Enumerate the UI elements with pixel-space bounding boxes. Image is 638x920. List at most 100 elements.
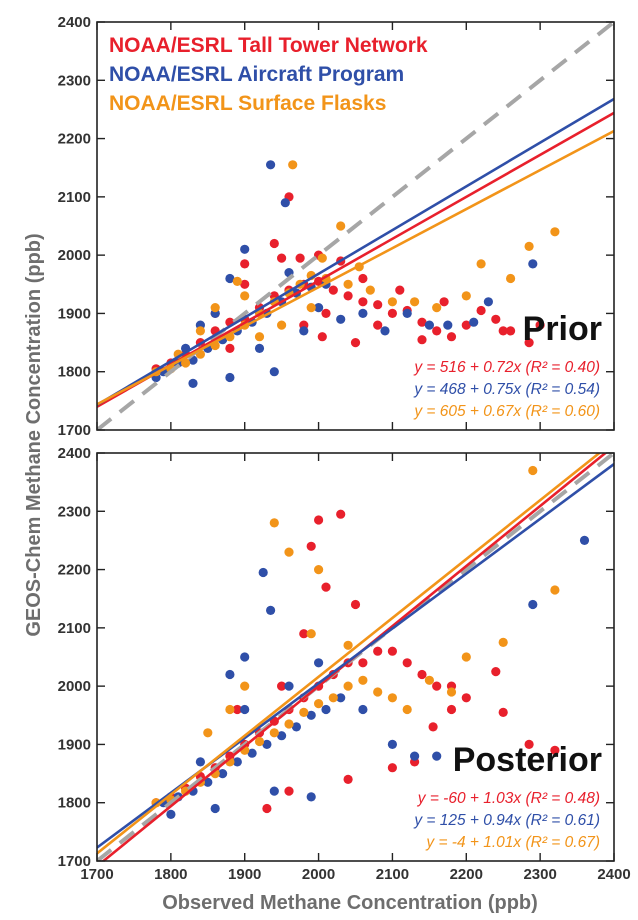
- scatter-point: [262, 739, 272, 750]
- x-tick-label: 2300: [523, 866, 556, 883]
- scatter-point: [461, 320, 471, 330]
- y-tick-label: 1900: [58, 305, 91, 322]
- scatter-point: [306, 792, 316, 802]
- equation-tall-tower: y = 516 + 0.72x (R² = 0.40): [413, 359, 600, 376]
- scatter-point: [491, 667, 501, 677]
- y-tick-label: 2100: [58, 189, 91, 206]
- equation-aircraft: y = 468 + 0.75x (R² = 0.54): [413, 381, 600, 398]
- scatter-point: [350, 599, 361, 610]
- scatter-point: [284, 681, 294, 691]
- x-tick-label: 1800: [154, 866, 187, 883]
- equation-fit: y = 516 + 0.72x: [413, 359, 525, 376]
- scatter-point: [240, 291, 250, 301]
- scatter-point: [299, 629, 309, 639]
- panel-label-prior: Prior: [523, 310, 602, 348]
- equation-r2: (R² = 0.67): [525, 834, 600, 851]
- series-surface-flasks-points: [151, 465, 560, 808]
- scatter-point: [317, 332, 327, 342]
- scatter-point: [225, 669, 235, 680]
- scatter-point: [417, 317, 427, 327]
- scatter-point: [461, 693, 471, 703]
- x-tick-label: 2000: [302, 866, 335, 883]
- scatter-point: [328, 693, 338, 703]
- scatter-point: [299, 326, 309, 336]
- scatter-point: [410, 297, 420, 307]
- scatter-point: [417, 669, 427, 680]
- scatter-point: [387, 739, 397, 750]
- scatter-point: [343, 774, 353, 785]
- scatter-point: [269, 367, 279, 377]
- scatter-point: [358, 308, 368, 318]
- scatter-point: [358, 273, 368, 284]
- scatter-point: [343, 681, 353, 691]
- scatter-point: [550, 745, 560, 755]
- scatter-point: [528, 599, 538, 610]
- equation-tall-tower: y = -60 + 1.03x (R² = 0.48): [417, 790, 600, 807]
- scatter-point: [195, 757, 205, 767]
- scatter-point: [358, 658, 368, 668]
- scatter-point: [306, 303, 316, 313]
- scatter-point: [181, 358, 191, 368]
- scatter-point: [269, 238, 279, 249]
- scatter-point: [284, 547, 294, 557]
- scatter-point: [321, 308, 331, 318]
- scatter-point: [528, 465, 538, 476]
- panel-prior: 1700 1800 1900 2000 2100 2200 2300 2400 NOAA/ESR…: [58, 14, 615, 439]
- scatter-point: [336, 314, 346, 324]
- legend-entry-aircraft: NOAA/ESRL Aircraft Program: [109, 63, 404, 86]
- scatter-point: [446, 332, 457, 342]
- scatter-point: [254, 736, 265, 747]
- scatter-point: [203, 728, 213, 738]
- y-tick-label: 2200: [58, 562, 91, 579]
- scatter-point: [232, 276, 242, 286]
- scatter-point: [506, 273, 516, 284]
- y-tick-label: 1800: [58, 795, 91, 812]
- scatter-point: [358, 297, 368, 307]
- y-tick-label: 1700: [58, 853, 91, 870]
- scatter-point: [402, 658, 412, 668]
- scatter-point: [550, 227, 560, 237]
- scatter-point: [277, 320, 287, 330]
- scatter-point: [291, 722, 301, 732]
- scatter-point: [254, 343, 265, 353]
- scatter-point: [343, 291, 353, 301]
- scatter-point: [336, 509, 346, 519]
- equation-fit: y = 468 + 0.75x: [413, 381, 525, 398]
- scatter-point: [428, 722, 438, 732]
- scatter-point: [321, 704, 331, 715]
- y-axis-title: GEOS-Chem Methane Concentration (ppb): [23, 233, 45, 636]
- scatter-point: [483, 297, 493, 307]
- scatter-point: [232, 757, 242, 767]
- scatter-point: [314, 303, 324, 313]
- scatter-point: [365, 285, 375, 295]
- scatter-point: [424, 675, 434, 685]
- scatter-point: [225, 372, 235, 383]
- scatter-point: [299, 707, 309, 718]
- regression-line-aircraft: [97, 97, 614, 407]
- x-axis-title: Observed Methane Concentration (ppb): [162, 892, 538, 914]
- scatter-point: [402, 308, 412, 318]
- panel-posterior: 1700 1800 1900 2000 2100 2200 2300 2400 1700 1800…: [58, 445, 631, 883]
- scatter-point: [262, 803, 272, 814]
- scatter-point: [288, 160, 298, 170]
- scatter-point: [498, 326, 508, 336]
- y-tick-label: 2400: [58, 445, 91, 462]
- scatter-point: [373, 687, 383, 697]
- scatter-point: [254, 332, 265, 342]
- scatter-point: [306, 541, 316, 551]
- equation-aircraft: y = 125 + 0.94x (R² = 0.61): [413, 812, 600, 829]
- scatter-point: [373, 646, 383, 656]
- series-aircraft-points: [151, 160, 538, 388]
- plot-area: [97, 453, 614, 861]
- scatter-point: [240, 244, 250, 254]
- scatter-point: [218, 769, 228, 779]
- scatter-point: [350, 338, 361, 348]
- scatter-point: [280, 198, 290, 208]
- equation-r2: (R² = 0.60): [525, 403, 600, 420]
- scatter-point: [314, 515, 324, 525]
- x-tick-label: 2100: [376, 866, 409, 883]
- legend-entry-tall-tower: NOAA/ESRL Tall Tower Network: [109, 34, 428, 57]
- scatter-point: [240, 704, 250, 715]
- x-tick-label: 1900: [228, 866, 261, 883]
- scatter-point: [461, 652, 471, 662]
